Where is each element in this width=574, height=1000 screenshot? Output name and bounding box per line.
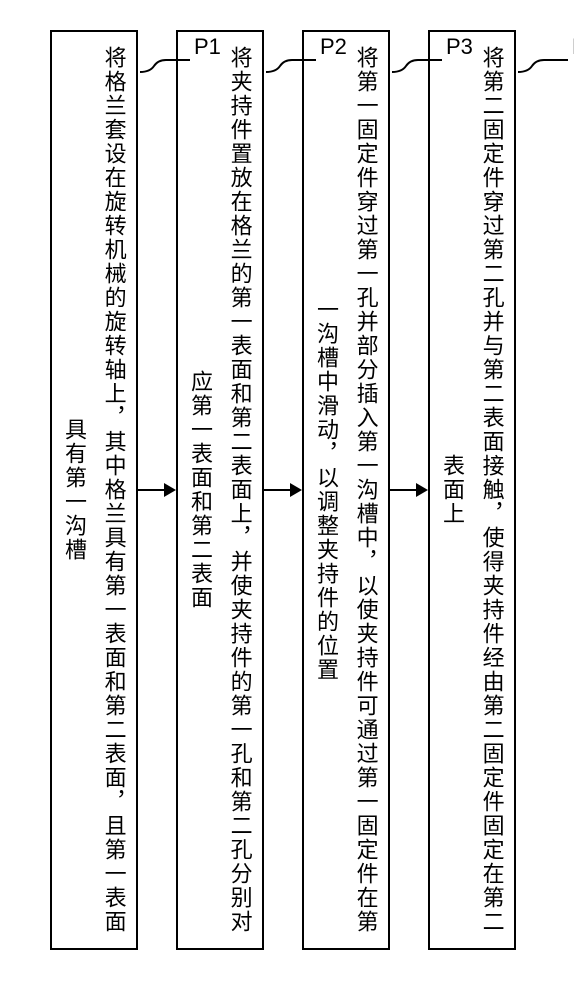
label-bracket-p3 [392,54,442,83]
step-p1-box: 将格兰套设在旋转机械的旋转轴上，其中格兰具有第一表面和第二表面，且第一表面具有第… [50,30,138,950]
flowchart-container: 将格兰套设在旋转机械的旋转轴上，其中格兰具有第一表面和第二表面，且第一表面具有第… [50,30,516,950]
step-p2-wrapper: 将夹持件置放在格兰的第一表面和第二表面上，并使夹持件的第一孔和第二孔分别对应第一… [176,30,264,950]
arrow-p3-p4 [390,478,428,502]
step-p1-label: P1 [194,34,221,60]
label-bracket-p1 [140,54,190,83]
label-bracket-p2 [266,54,316,83]
bracket-icon [266,54,316,78]
step-p4-box: 将第二固定件穿过第二孔并与第二表面接触，使得夹持件经由第二固定件固定在第二表面上 [428,30,516,950]
step-p4-wrapper: 将第二固定件穿过第二孔并与第二表面接触，使得夹持件经由第二固定件固定在第二表面上 [428,30,516,950]
label-bracket-p4 [518,54,568,83]
arrow-right-icon [390,478,428,502]
step-p3-box: 将第一固定件穿过第一孔并部分插入第一沟槽中，以使夹持件可通过第一固定件在第一沟槽… [302,30,390,950]
arrow-p1-p2 [138,478,176,502]
step-p2-box: 将夹持件置放在格兰的第一表面和第二表面上，并使夹持件的第一孔和第二孔分别对应第一… [176,30,264,950]
step-p2-label: P2 [320,34,347,60]
step-p3-text: 将第一固定件穿过第一孔并部分插入第一沟槽中，以使夹持件可通过第一固定件在第一沟槽… [306,46,385,934]
step-p2-text: 将夹持件置放在格兰的第一表面和第二表面上，并使夹持件的第一孔和第二孔分别对应第一… [180,46,259,934]
step-p3-label: P3 [446,34,473,60]
step-p3-wrapper: 将第一固定件穿过第一孔并部分插入第一沟槽中，以使夹持件可通过第一固定件在第一沟槽… [302,30,390,950]
bracket-icon [518,54,568,78]
arrow-right-icon [264,478,302,502]
step-p1-text: 将格兰套设在旋转机械的旋转轴上，其中格兰具有第一表面和第二表面，且第一表面具有第… [54,46,133,934]
step-p1-wrapper: 将格兰套设在旋转机械的旋转轴上，其中格兰具有第一表面和第二表面，且第一表面具有第… [50,30,138,950]
bracket-icon [392,54,442,78]
arrow-p2-p3 [264,478,302,502]
arrow-right-icon [138,478,176,502]
step-p4-text: 将第二固定件穿过第二孔并与第二表面接触，使得夹持件经由第二固定件固定在第二表面上 [432,46,511,934]
bracket-icon [140,54,190,78]
